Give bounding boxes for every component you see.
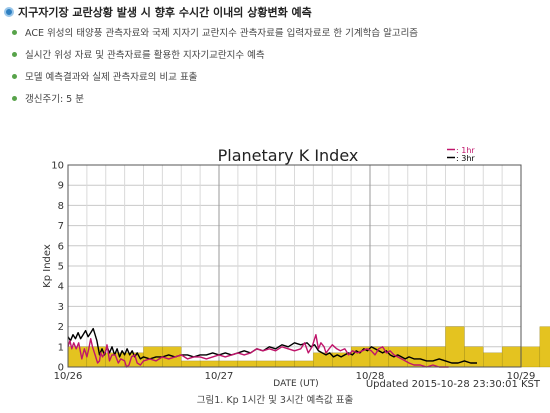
list-item-text: ACE 위성의 태양풍 관측자료와 국제 지자기 교란지수 관측자료를 입력자료… (25, 28, 419, 39)
y-tick-label: 3 (58, 302, 64, 313)
list-item: ACE 위성의 태양풍 관측자료와 국제 지자기 교란지수 관측자료를 입력자료… (12, 26, 419, 39)
kp-bar (181, 360, 201, 368)
list-item: 실시간 위성 자료 및 관측자료를 활용한 지자기교란지수 예측 (12, 48, 418, 61)
kp-bar (520, 346, 541, 368)
kp-bar (199, 360, 220, 368)
kp-bar (275, 360, 295, 368)
kp-bar (162, 346, 182, 368)
list-item: 갱신주기: 5 분 (12, 92, 418, 105)
list-item-text: 갱신주기: 5 분 (25, 94, 84, 105)
series-line-1hr (67, 333, 449, 368)
bullet-circle-icon (4, 7, 14, 17)
kp-bar (294, 360, 314, 368)
x-tick-label: 10/26 (54, 371, 83, 382)
list-item-text: 실시간 위성 자료 및 관측자료를 활용한 지자기교란지수 예측 (25, 50, 265, 61)
x-axis-label: DATE (UT) (273, 379, 318, 389)
legend-label: : 1hr (456, 146, 475, 155)
y-tick-label: 7 (58, 221, 64, 232)
y-tick-label: 9 (58, 181, 64, 192)
y-tick-label: 6 (58, 241, 64, 252)
grid-lines (68, 165, 521, 367)
kp-bar (313, 352, 333, 368)
x-tick-label: 10/29 (507, 371, 536, 382)
chart-title: Planetary K Index (218, 146, 359, 165)
kp-bar (483, 352, 503, 368)
figure-caption: 그림1. Kp 1시간 및 3시간 예측값 표출 (196, 395, 354, 406)
kp-bar (237, 360, 257, 368)
series-lines (67, 327, 477, 368)
chart-legend: : 1hr: 3hr (447, 146, 475, 163)
list-item-text: 모델 예측결과와 실제 관측자료의 비교 표출 (25, 72, 198, 83)
updated-timestamp: Updated 2015-10-28 23:30:01 KST (365, 379, 540, 390)
y-tick-label: 2 (58, 322, 64, 333)
kp-bar (369, 346, 390, 368)
kp-bar (539, 326, 550, 368)
description-list: ACE 위성의 태양풍 관측자료와 국제 지자기 교란지수 관측자료를 입력자료… (12, 26, 418, 114)
kp-bar (218, 360, 239, 368)
y-tick-labels: 0 1 2 3 4 5 6 7 8 9 10 (51, 161, 64, 374)
green-dot-icon (12, 95, 17, 101)
section-heading: 지구자기장 교란상황 발생 시 향후 수시간 이내의 상황변화 예측 (4, 4, 312, 20)
green-dot-icon (12, 73, 17, 79)
y-tick-label: 10 (51, 161, 64, 172)
x-tick-label: 10/27 (205, 371, 234, 382)
list-item: 모델 예측결과와 실제 관측자료의 비교 표출 (12, 70, 418, 83)
y-tick-label: 4 (58, 282, 64, 293)
kp-bars (67, 326, 550, 368)
y-tick-label: 1 (58, 342, 64, 353)
x-tick-label: 10/28 (356, 371, 385, 382)
kp-bar (445, 326, 465, 368)
legend-label: : 3hr (456, 154, 475, 163)
plot-frame (67, 164, 522, 368)
y-tick-label: 8 (58, 201, 64, 212)
kp-bar (501, 346, 522, 368)
green-dot-icon (12, 29, 17, 35)
kp-bar (464, 346, 484, 368)
x-tick-labels: 10/26 10/27 10/28 10/29 (54, 371, 536, 382)
kp-bar (256, 360, 276, 368)
kp-bar (426, 346, 446, 368)
y-axis-label: Kp Index (42, 244, 53, 288)
kp-index-chart: Planetary K Index : 1hr: 3hr 0 1 2 3 4 5 6 7 8 9 1… (42, 146, 550, 389)
kp-bar (350, 346, 371, 368)
heading-text: 지구자기장 교란상황 발생 시 향후 수시간 이내의 상황변화 예측 (18, 6, 312, 19)
y-tick-label: 5 (58, 262, 64, 273)
y-tick-label: 0 (58, 363, 64, 374)
green-dot-icon (12, 51, 17, 57)
